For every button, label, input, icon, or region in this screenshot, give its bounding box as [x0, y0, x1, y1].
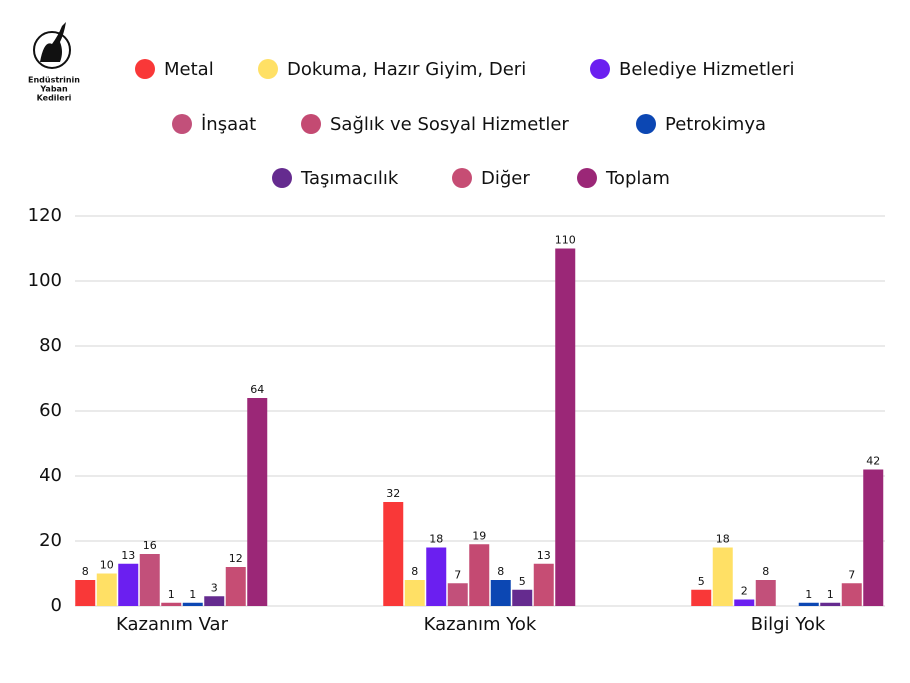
bar [426, 547, 447, 606]
data-label: 18 [716, 533, 730, 546]
legend-label: Metal [164, 59, 214, 80]
legend-swatch [258, 59, 278, 79]
bar [841, 583, 862, 606]
data-label: 8 [411, 565, 418, 578]
data-label: 5 [698, 575, 705, 588]
y-tick-label: 60 [39, 400, 62, 421]
data-label: 64 [250, 383, 264, 396]
bar [798, 602, 819, 606]
data-label: 2 [741, 585, 748, 598]
bar [161, 602, 182, 606]
legend-swatch [636, 114, 656, 134]
bar [533, 563, 554, 606]
bar [404, 580, 425, 606]
data-label: 8 [497, 565, 504, 578]
legend-label: Toplam [605, 168, 670, 189]
data-label: 13 [537, 549, 551, 562]
data-label: 8 [82, 565, 89, 578]
legend-swatch [272, 168, 292, 188]
data-label: 8 [762, 565, 769, 578]
logo-text: Kedileri [37, 94, 72, 103]
bar [755, 580, 776, 606]
bar [118, 563, 139, 606]
legend-label: Belediye Hizmetleri [619, 59, 795, 80]
bar [555, 248, 576, 606]
data-label: 3 [211, 581, 218, 594]
y-tick-label: 80 [39, 335, 62, 356]
legend-label: Diğer [481, 168, 530, 189]
bar [820, 602, 841, 606]
logo-ring [33, 31, 71, 69]
y-tick-label: 100 [28, 270, 62, 291]
y-tick-label: 20 [39, 530, 62, 551]
legend-swatch [577, 168, 597, 188]
logo-text: Endüstrinin [28, 76, 80, 85]
bar [512, 589, 533, 606]
bar [75, 580, 96, 606]
bar [490, 580, 511, 606]
legend-label: İnşaat [201, 114, 256, 135]
legend-swatch [452, 168, 472, 188]
data-label: 13 [121, 549, 135, 562]
y-tick-label: 0 [51, 595, 62, 616]
bar [691, 589, 712, 606]
legend-swatch [135, 59, 155, 79]
legend-label: Sağlık ve Sosyal Hizmetler [330, 114, 569, 135]
data-label: 7 [848, 568, 855, 581]
legend-swatch [172, 114, 192, 134]
legend-label: Petrokimya [665, 114, 766, 135]
bar [734, 599, 755, 606]
data-label: 18 [429, 533, 443, 546]
y-tick-label: 40 [39, 465, 62, 486]
bar [139, 554, 160, 606]
bar [247, 398, 268, 606]
data-label: 5 [519, 575, 526, 588]
data-label: 1 [805, 588, 812, 601]
bar [863, 469, 884, 606]
bar [225, 567, 246, 606]
legend-swatch [590, 59, 610, 79]
y-tick-label: 120 [28, 205, 62, 226]
data-label: 1 [827, 588, 834, 601]
x-tick-label: Kazanım Var [116, 614, 229, 635]
data-label: 42 [866, 455, 880, 468]
data-label: 110 [555, 234, 576, 247]
bar [204, 596, 225, 606]
x-tick-label: Bilgi Yok [751, 614, 826, 635]
data-label: 19 [472, 529, 486, 542]
data-label: 32 [386, 487, 400, 500]
bar [383, 502, 404, 606]
legend-label: Taşımacılık [300, 168, 399, 189]
data-label: 10 [100, 559, 114, 572]
bar [469, 544, 490, 606]
logo: Endüstrinin Yaban Kedileri [28, 22, 80, 103]
data-label: 1 [168, 588, 175, 601]
bar [182, 602, 203, 606]
x-tick-label: Kazanım Yok [424, 614, 537, 635]
bar [712, 547, 733, 606]
bar [96, 573, 117, 606]
data-label: 12 [229, 552, 243, 565]
logo-text: Yaban [39, 85, 68, 94]
bar [447, 583, 468, 606]
logo-cat [40, 22, 66, 62]
data-label: 16 [143, 539, 157, 552]
data-label: 7 [454, 568, 461, 581]
legend-label: Dokuma, Hazır Giyim, Deri [287, 59, 526, 80]
legend-swatch [301, 114, 321, 134]
data-label: 1 [189, 588, 196, 601]
